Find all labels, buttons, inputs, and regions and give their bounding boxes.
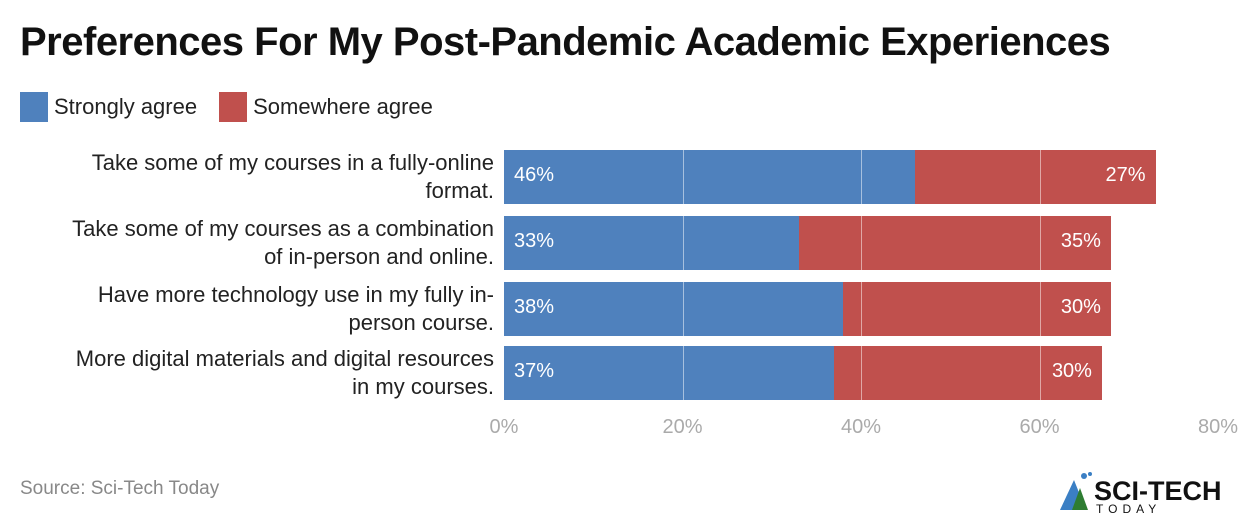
source-note: Source: Sci-Tech Today [20, 478, 220, 499]
legend-label: Strongly agree [54, 94, 198, 119]
bar-somewhere-agree: 30% [834, 346, 1102, 400]
category-label: Have more technology use in my fully in-… [97, 282, 494, 335]
bar-strongly-agree: 37% [504, 346, 835, 400]
x-tick-label: 40% [840, 416, 882, 438]
value-label: 30% [1060, 296, 1101, 318]
sci-tech-today-logo: SCI-TECH TODAY [1058, 470, 1228, 519]
category-label: Take some of my courses in a fully-onlin… [91, 150, 494, 203]
x-tick-label: 0% [489, 416, 519, 438]
value-label: 33% [514, 230, 555, 252]
legend-label: Somewhere agree [253, 94, 433, 119]
legend-item-somewhere-agree: Somewhere agree [219, 92, 433, 122]
gridline [861, 150, 862, 400]
value-label: 30% [1051, 360, 1092, 382]
category-label: Take some of my courses as a combination… [72, 216, 494, 269]
x-tick-label: 80% [1197, 416, 1239, 438]
value-label: 46% [514, 164, 555, 186]
value-label: 38% [514, 296, 555, 318]
svg-text:TODAY: TODAY [1096, 502, 1161, 514]
value-label: 37% [514, 360, 555, 382]
legend-item-strongly-agree: Strongly agree [20, 92, 197, 122]
chart-title: Preferences For My Post-Pandemic Academi… [20, 20, 1111, 64]
svg-text:SCI-TECH: SCI-TECH [1094, 476, 1222, 506]
x-tick-label: 60% [1019, 416, 1060, 438]
gridline [682, 150, 684, 400]
gridline [1039, 150, 1041, 400]
x-tick-label: 20% [662, 416, 703, 438]
bar-strongly-agree: 33% [504, 216, 799, 270]
bar-strongly-agree: 38% [504, 282, 844, 336]
bar-somewhere-agree: 35% [798, 216, 1111, 270]
value-label: 35% [1060, 230, 1101, 252]
bar-somewhere-agree: 30% [843, 282, 1111, 336]
category-label: More digital materials and digital resou… [75, 346, 494, 399]
bar-somewhere-agree: 27% [914, 150, 1156, 204]
legend-swatch-blue [20, 92, 48, 122]
bar-strongly-agree: 46% [504, 150, 915, 204]
legend: Strongly agree Somewhere agree [20, 92, 455, 122]
legend-swatch-red [219, 92, 248, 122]
value-label: 27% [1105, 164, 1146, 186]
